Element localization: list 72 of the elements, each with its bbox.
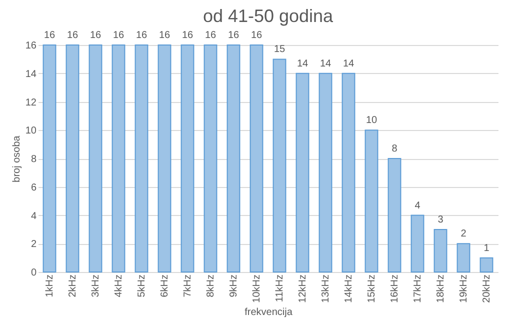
bar: [42, 44, 56, 272]
x-tick-label: 8kHz: [206, 274, 216, 298]
data-label: 8: [392, 144, 398, 154]
data-label: 2: [460, 228, 467, 240]
data-label: 3: [438, 214, 444, 226]
x-tick-label: 16kHz: [390, 274, 400, 303]
bar: [250, 44, 264, 272]
data-label: 16: [90, 30, 102, 41]
bar: [342, 72, 356, 272]
data-label: 16: [182, 30, 194, 41]
y-axis-title: broj osoba: [11, 135, 22, 182]
x-tick-label: 3kHz: [90, 274, 102, 298]
bar: [88, 44, 102, 272]
data-label: 16: [66, 30, 78, 41]
bar: [434, 228, 448, 272]
y-tick-label: 12: [25, 97, 37, 108]
bar: [112, 44, 126, 272]
bar: [134, 44, 148, 272]
y-tick-label: 8: [30, 154, 37, 165]
data-label: 1: [484, 242, 490, 254]
x-tick-label: 2kHz: [68, 274, 78, 298]
bar: [226, 44, 240, 272]
x-tick-label: 6kHz: [160, 274, 170, 298]
data-label: 14: [320, 58, 332, 70]
x-tick-label: 4kHz: [114, 274, 124, 298]
data-label: 16: [204, 30, 216, 41]
data-label: 14: [342, 58, 354, 70]
x-tick-label: 17kHz: [412, 274, 424, 303]
x-tick-label: 13kHz: [320, 274, 332, 303]
data-label: 14: [296, 58, 308, 70]
x-tick-label: 12kHz: [298, 274, 308, 303]
bar: [66, 44, 80, 272]
data-label: 16: [44, 30, 56, 41]
bar: [364, 130, 378, 272]
x-tick-label: 5kHz: [136, 274, 148, 298]
x-tick-label: 18kHz: [436, 274, 446, 303]
y-tick-label: 0: [30, 268, 37, 278]
x-tick-label: 10kHz: [252, 274, 262, 303]
x-tick-label: 7kHz: [182, 274, 194, 298]
data-label: 16: [228, 30, 240, 41]
x-tick-label: 19kHz: [458, 274, 470, 303]
bar: [388, 158, 402, 272]
x-tick-label: 1kHz: [44, 274, 56, 298]
y-tick-label: 14: [25, 68, 37, 80]
data-label: 16: [136, 30, 148, 41]
bar: [158, 44, 172, 272]
bar: [296, 72, 310, 272]
x-tick-label: 15kHz: [366, 274, 378, 303]
data-label: 4: [414, 200, 421, 212]
x-tick-label: 14kHz: [344, 274, 354, 303]
bar: [456, 243, 470, 272]
bar: [272, 58, 286, 272]
bar: [480, 257, 494, 272]
data-label: 15: [274, 44, 286, 56]
chart-title: od 41-50 godina: [202, 6, 334, 26]
y-tick-label: 4: [30, 210, 37, 222]
data-label: 10: [366, 115, 378, 126]
x-axis-title: frekvencija: [244, 306, 293, 318]
y-tick-label: 6: [30, 182, 37, 194]
data-label: 16: [250, 30, 262, 41]
data-label: 16: [112, 30, 124, 41]
bar: [410, 214, 424, 272]
bar: [318, 72, 332, 272]
x-tick-label: 20kHz: [482, 274, 492, 303]
data-label: 16: [158, 30, 170, 41]
y-tick-label: 2: [30, 239, 37, 250]
x-tick-label: 9kHz: [228, 274, 240, 298]
x-tick-label: 11kHz: [274, 274, 286, 302]
y-tick-label: 16: [25, 40, 37, 52]
bar: [204, 44, 218, 272]
bar: [180, 44, 194, 272]
y-tick-label: 10: [25, 126, 37, 137]
